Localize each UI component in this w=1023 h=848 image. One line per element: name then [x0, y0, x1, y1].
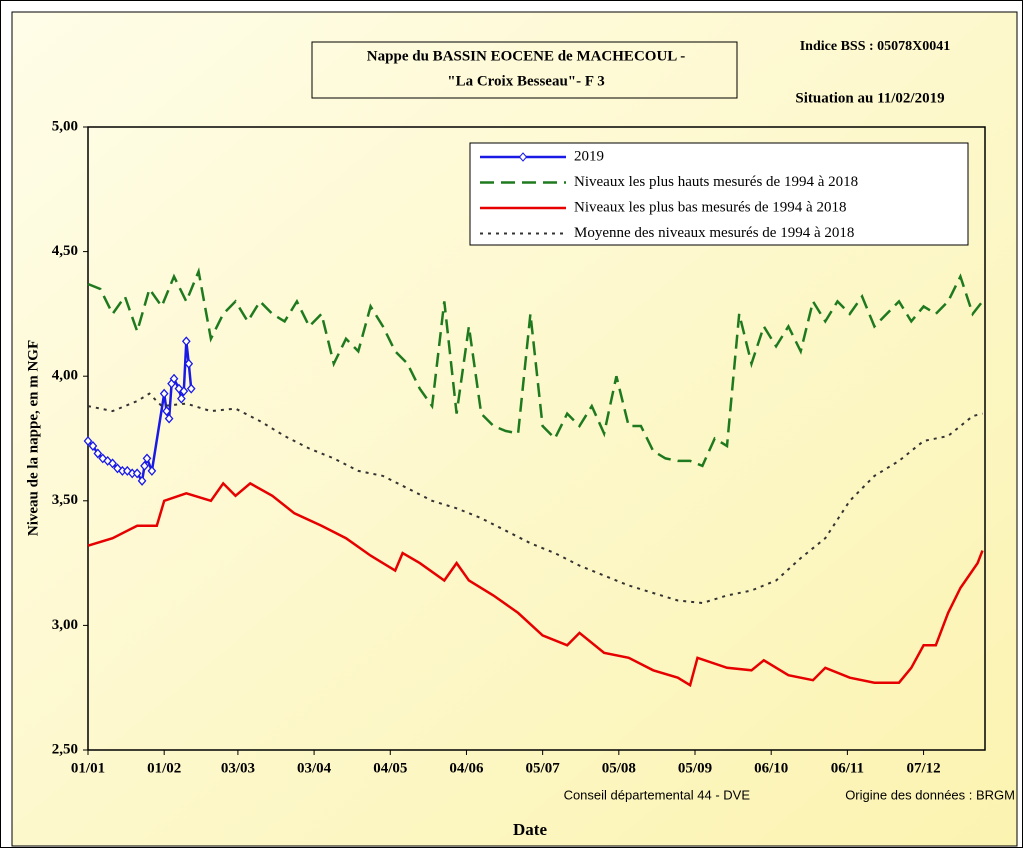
data-point [179, 386, 189, 397]
x-tick-label: 06/11 [831, 760, 864, 776]
series-line [87, 267, 984, 468]
data-point [93, 448, 103, 459]
x-tick-label: 06/10 [754, 760, 788, 776]
data-point [142, 453, 152, 464]
data-point [181, 336, 191, 347]
y-tick-label: 5,00 [52, 118, 78, 134]
data-point [122, 465, 132, 476]
data-point [169, 373, 179, 384]
data-point [132, 468, 142, 479]
legend-label: 2019 [574, 148, 604, 164]
legend-label: Moyenne des niveaux mesurés de 1994 à 20… [574, 225, 854, 241]
series-line [87, 481, 984, 688]
x-axis-label: Date [513, 820, 547, 839]
legend-label: Niveaux les plus bas mesurés de 1994 à 2… [574, 199, 846, 215]
y-tick-label: 3,50 [52, 492, 78, 508]
data-point [137, 475, 147, 486]
data-point [162, 406, 172, 417]
x-tick-label: 04/05 [373, 760, 407, 776]
legend [469, 142, 969, 246]
legend-label: Niveaux les plus hauts mesurés de 1994 à… [574, 174, 858, 190]
x-tick-label: 07/12 [906, 760, 940, 776]
x-tick-label: 01/02 [147, 760, 181, 776]
y-tick-label: 4,00 [52, 368, 78, 384]
data-point [177, 393, 186, 404]
title-box [311, 41, 738, 99]
annotation: Situation au 11/02/2019 [795, 90, 944, 106]
annotation: Conseil départemental 44 - DVE [564, 787, 751, 802]
x-tick-label: 05/09 [678, 760, 712, 776]
chart-area [11, 11, 1018, 847]
data-point [159, 388, 169, 399]
data-point [88, 440, 98, 451]
annotation: Origine des données : BRGM [845, 787, 1015, 802]
x-tick-label: 01/01 [71, 760, 105, 776]
legend-marker [518, 152, 528, 162]
data-point [184, 358, 194, 369]
data-point [147, 465, 157, 476]
chart-title: Nappe du BASSIN EOCENE de MACHECOUL - [367, 48, 685, 64]
y-tick-label: 2,50 [52, 741, 78, 757]
data-point [83, 436, 93, 446]
y-tick-label: 3,00 [52, 617, 78, 633]
data-point [164, 413, 174, 424]
chart-subtitle: "La Croix Besseau"- F 3 [447, 73, 605, 89]
annotation: Indice BSS : 05078X0041 [800, 39, 951, 54]
x-tick-label: 05/07 [526, 760, 561, 776]
x-tick-label: 04/06 [449, 760, 484, 776]
data-point [140, 460, 149, 471]
y-axis-label: Niveau de la nappe, en m NGF [25, 340, 41, 536]
y-tick-label: 4,50 [52, 243, 78, 259]
x-tick-label: 03/04 [297, 760, 332, 776]
x-tick-label: 03/03 [221, 760, 255, 776]
data-point [186, 383, 196, 394]
data-point [174, 383, 184, 394]
data-point [108, 458, 117, 469]
x-tick-label: 05/08 [602, 760, 636, 776]
